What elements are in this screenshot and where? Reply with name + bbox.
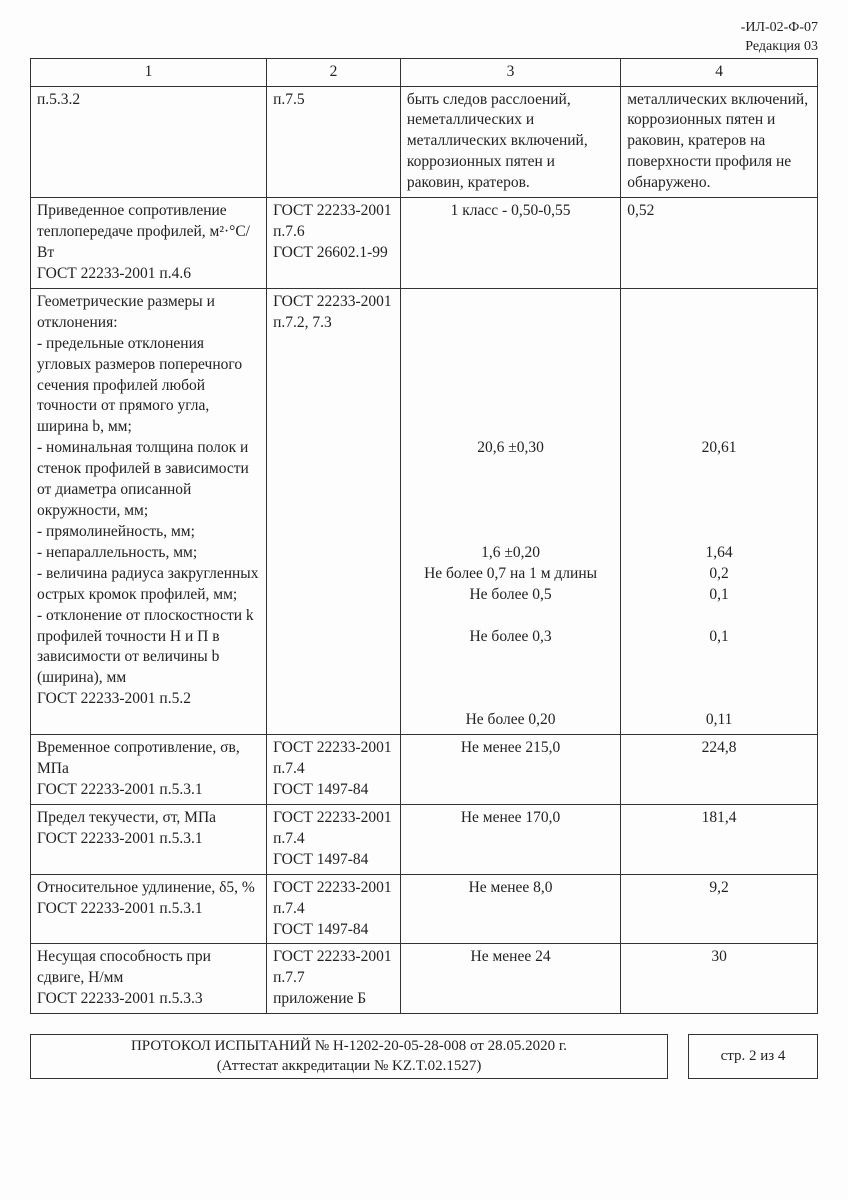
col-header-3: 3 (400, 58, 620, 86)
table-row: Предел текучести, σт, МПаГОСТ 22233-2001… (31, 804, 818, 874)
cell-method: ГОСТ 22233-2001п.7.4ГОСТ 1497-84 (267, 735, 401, 805)
cell-requirement: быть следов расслоений, неметаллических … (400, 86, 620, 198)
table-header-row: 1 2 3 4 (31, 58, 818, 86)
table-row: Геометрические размеры и отклонения:- пр… (31, 288, 818, 734)
footer-page: стр. 2 из 4 (688, 1034, 818, 1079)
cell-requirement: Не менее 8,0 (400, 874, 620, 944)
col-header-2: 2 (267, 58, 401, 86)
cell-requirement: Не менее 215,0 (400, 735, 620, 805)
cell-param: Приведенное сопротивление теплопередаче … (31, 198, 267, 289)
cell-result: 0,52 (621, 198, 818, 289)
cell-result: 9,2 (621, 874, 818, 944)
cell-param: Временное сопротивление, σв, МПаГОСТ 222… (31, 735, 267, 805)
table-row: Приведенное сопротивление теплопередаче … (31, 198, 818, 289)
cell-method: ГОСТ 22233-2001п.7.7приложение Б (267, 944, 401, 1014)
footer-protocol: ПРОТОКОЛ ИСПЫТАНИЙ № Н-1202-20-05-28-008… (30, 1034, 668, 1079)
table-row: Несущая способность при сдвиге, Н/ммГОСТ… (31, 944, 818, 1014)
cell-param: Несущая способность при сдвиге, Н/ммГОСТ… (31, 944, 267, 1014)
cell-requirement: Не менее 24 (400, 944, 620, 1014)
table-row: Относительное удлинение, δ5, %ГОСТ 22233… (31, 874, 818, 944)
col-header-4: 4 (621, 58, 818, 86)
doc-revision: Редакция 03 (30, 39, 818, 56)
doc-code: -ИЛ-02-Ф-07 (30, 20, 818, 37)
cell-method: ГОСТ 22233-2001п.7.4ГОСТ 1497-84 (267, 874, 401, 944)
cell-result: 181,4 (621, 804, 818, 874)
footer: ПРОТОКОЛ ИСПЫТАНИЙ № Н-1202-20-05-28-008… (30, 1034, 818, 1079)
cell-method: ГОСТ 22233-2001п.7.2, 7.3 (267, 288, 401, 734)
table-row: п.5.3.2п.7.5быть следов расслоений, неме… (31, 86, 818, 198)
cell-result: 224,8 (621, 735, 818, 805)
cell-param: Геометрические размеры и отклонения:- пр… (31, 288, 267, 734)
test-results-table: 1 2 3 4 п.5.3.2п.7.5быть следов расслоен… (30, 58, 818, 1015)
cell-method: ГОСТ 22233-2001п.7.4ГОСТ 1497-84 (267, 804, 401, 874)
cell-result: металлических включений, коррозионных пя… (621, 86, 818, 198)
cell-param: Предел текучести, σт, МПаГОСТ 22233-2001… (31, 804, 267, 874)
cell-param: п.5.3.2 (31, 86, 267, 198)
cell-requirement: 1 класс - 0,50-0,55 (400, 198, 620, 289)
cell-param: Относительное удлинение, δ5, %ГОСТ 22233… (31, 874, 267, 944)
table-row: Временное сопротивление, σв, МПаГОСТ 222… (31, 735, 818, 805)
cell-requirement: 20,6 ±0,30 1,6 ±0,20Не более 0,7 на 1 м … (400, 288, 620, 734)
col-header-1: 1 (31, 58, 267, 86)
cell-requirement: Не менее 170,0 (400, 804, 620, 874)
footer-line1: ПРОТОКОЛ ИСПЫТАНИЙ № Н-1202-20-05-28-008… (39, 1037, 659, 1057)
cell-result: 30 (621, 944, 818, 1014)
cell-result: 20,61 1,640,20,1 0,1 0,11 (621, 288, 818, 734)
cell-method: п.7.5 (267, 86, 401, 198)
footer-line2: (Аттестат аккредитации № KZ.T.02.1527) (39, 1057, 659, 1077)
cell-method: ГОСТ 22233-2001п.7.6ГОСТ 26602.1-99 (267, 198, 401, 289)
